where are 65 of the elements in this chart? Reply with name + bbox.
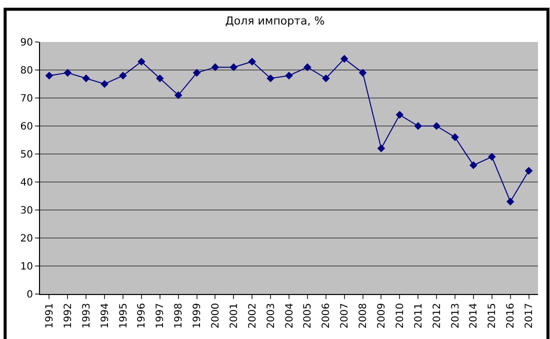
x-tick-label: 2002	[247, 303, 258, 328]
point	[358, 68, 367, 77]
x-tick-label: 1993	[81, 303, 92, 328]
point	[119, 72, 127, 80]
y-tick-label: 30	[20, 206, 33, 216]
x-tick-label: 2013	[450, 303, 462, 328]
point	[138, 58, 146, 66]
point	[488, 152, 496, 161]
point	[506, 198, 514, 206]
y-tick-label: 10	[20, 262, 33, 272]
point	[100, 80, 108, 88]
x-tick-label: 1998	[174, 303, 185, 328]
y-tick-label: 20	[20, 234, 33, 244]
x-tick-label: 2009	[376, 303, 388, 328]
x-tick-label: 2003	[266, 303, 277, 328]
y-tick-label: 0	[26, 290, 33, 300]
y-tick-label: 40	[20, 178, 33, 188]
x-tick-label: 2016	[506, 303, 517, 328]
point	[322, 74, 330, 82]
x-tick-label: 1996	[136, 303, 148, 328]
point	[470, 161, 478, 170]
y-tick-label: 90	[20, 38, 33, 48]
x-tick-label: 2000	[210, 303, 222, 328]
x-tick-label: 1994	[100, 303, 111, 328]
x-tick-label: 1995	[118, 303, 130, 328]
x-tick-label: 2004	[284, 303, 296, 328]
point	[174, 91, 182, 100]
x-tick-label: 2014	[468, 303, 480, 328]
x-tick-label: 2001	[228, 303, 240, 328]
x-tick-label: 1997	[155, 303, 166, 328]
x-tick-label: 1999	[192, 303, 204, 328]
point	[285, 72, 293, 80]
point	[414, 122, 422, 130]
y-tick-label: 60	[20, 122, 33, 132]
point	[45, 72, 54, 80]
point	[230, 63, 238, 72]
x-tick-label: 2017	[524, 303, 536, 328]
point	[377, 144, 386, 152]
point	[266, 74, 274, 82]
point	[64, 68, 72, 77]
point	[248, 58, 256, 66]
point	[82, 74, 90, 82]
point	[451, 133, 459, 142]
x-tick-label: 2011	[413, 303, 424, 328]
x-tick-label: 2012	[432, 303, 443, 328]
x-tick-label: 2005	[302, 303, 314, 328]
point	[524, 166, 533, 175]
point	[396, 110, 404, 119]
x-tick-label: 2006	[321, 303, 332, 328]
point	[192, 68, 201, 77]
x-tick-label: 1992	[62, 303, 74, 328]
point	[304, 63, 312, 72]
y-tick-label: 70	[20, 94, 33, 104]
point	[211, 63, 220, 72]
point	[432, 122, 440, 130]
y-tick-label: 80	[20, 66, 33, 76]
x-tick-label: 2007	[340, 303, 351, 328]
x-tick-label: 1991	[44, 303, 56, 328]
point	[340, 54, 348, 63]
x-tick-label: 2015	[487, 303, 498, 328]
x-tick-label: 2008	[358, 303, 370, 328]
point	[156, 74, 164, 82]
x-tick-label: 2010	[394, 303, 406, 328]
y-tick-label: 50	[20, 150, 33, 160]
chart-title: Доля импорта, %	[225, 14, 325, 28]
